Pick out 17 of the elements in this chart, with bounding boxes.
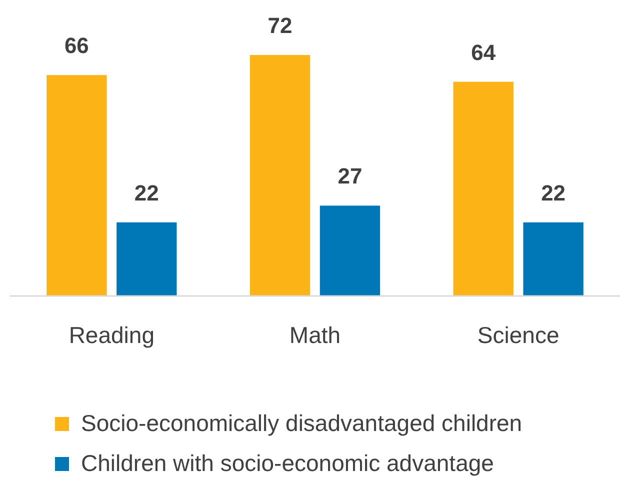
bar (523, 222, 584, 296)
bar (320, 206, 380, 296)
x-tick-label: Math (289, 322, 341, 348)
data-label: 66 (64, 33, 89, 58)
legend-label: Socio-economically disadvantaged children (81, 410, 522, 436)
data-label: 64 (471, 40, 496, 65)
bar (250, 55, 310, 296)
x-tick-label: Reading (68, 322, 155, 348)
bar (46, 75, 107, 296)
data-label: 22 (541, 180, 566, 206)
x-tick-label: Science (477, 322, 560, 348)
bar (453, 82, 514, 296)
legend-label: Children with socio-economic advantage (81, 450, 494, 476)
data-label: 72 (268, 13, 292, 38)
data-label: 22 (134, 180, 159, 206)
data-label: 27 (338, 164, 362, 189)
bar (116, 222, 177, 296)
